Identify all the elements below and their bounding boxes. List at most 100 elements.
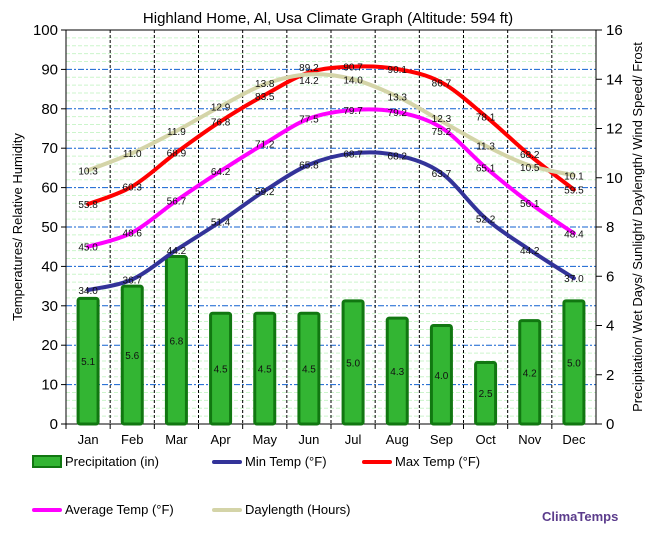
line-data-label: 64.2 bbox=[211, 167, 231, 178]
line-data-label: 13.3 bbox=[388, 92, 408, 103]
precipitation-bar bbox=[341, 299, 365, 426]
x-tick-label: Feb bbox=[121, 432, 143, 447]
x-tick-label: Dec bbox=[562, 432, 586, 447]
line-data-label: 56.7 bbox=[167, 197, 187, 208]
y2-tick-label: 12 bbox=[606, 121, 623, 138]
chart-title: Highland Home, Al, Usa Climate Graph (Al… bbox=[143, 10, 513, 27]
y-tick-label: 60 bbox=[41, 180, 58, 197]
legend-swatch bbox=[32, 507, 62, 512]
line-data-label: 71.2 bbox=[255, 139, 275, 150]
legend-label: Daylength (Hours) bbox=[245, 502, 351, 517]
line-data-label: 11.3 bbox=[476, 142, 495, 153]
line-data-label: 10.5 bbox=[520, 163, 540, 174]
line-data-label: 77.5 bbox=[299, 115, 319, 126]
line-data-label: 13.8 bbox=[255, 79, 275, 90]
y-tick-label: 100 bbox=[33, 22, 58, 39]
line-data-label: 34.0 bbox=[78, 286, 98, 297]
legend-item: Precipitation (in) bbox=[32, 454, 159, 469]
x-tick-label: May bbox=[252, 432, 277, 447]
precipitation-bar bbox=[385, 316, 409, 426]
precipitation-bar bbox=[562, 299, 586, 426]
line-data-label: 68.2 bbox=[388, 151, 408, 162]
bar-data-label: 5.0 bbox=[346, 358, 360, 369]
line-data-label: 12.9 bbox=[211, 102, 231, 113]
line-data-label: 51.4 bbox=[211, 217, 231, 228]
line-data-label: 10.3 bbox=[78, 166, 98, 177]
legend-item: Max Temp (°F) bbox=[362, 454, 480, 469]
brand-logo[interactable]: ClimaTemps bbox=[542, 509, 619, 524]
y2-tick-label: 2 bbox=[606, 367, 614, 384]
line-data-label: 90.1 bbox=[388, 65, 408, 76]
series-line bbox=[86, 107, 576, 249]
series-line bbox=[86, 64, 576, 207]
line-data-label: 12.3 bbox=[432, 114, 452, 125]
bar-data-label: 5.6 bbox=[125, 351, 139, 362]
y2-tick-label: 6 bbox=[606, 268, 614, 285]
line-data-label: 14.2 bbox=[299, 76, 319, 87]
line-data-label: 79.2 bbox=[388, 108, 408, 119]
line-data-label: 79.7 bbox=[343, 106, 363, 117]
line-data-label: 11.0 bbox=[123, 149, 142, 160]
line-data-label: 68.9 bbox=[167, 149, 187, 160]
precipitation-bar bbox=[474, 360, 498, 426]
line-data-label: 86.7 bbox=[432, 78, 452, 89]
bar-data-label: 4.5 bbox=[258, 365, 272, 376]
line-data-label: 52.2 bbox=[476, 214, 496, 225]
precipitation-bar bbox=[297, 311, 321, 426]
legend-swatch bbox=[362, 459, 392, 464]
line-data-label: 59.2 bbox=[255, 187, 275, 198]
x-tick-label: Apr bbox=[210, 432, 231, 447]
legend-label: Average Temp (°F) bbox=[65, 502, 174, 517]
x-tick-label: Sep bbox=[430, 432, 453, 447]
precipitation-bar bbox=[253, 311, 277, 426]
y-tick-label: 40 bbox=[41, 258, 58, 275]
line-data-label: 44.2 bbox=[520, 246, 540, 257]
line-data-label: 68.2 bbox=[520, 150, 540, 161]
line-data-label: 45.0 bbox=[78, 243, 98, 254]
line-data-label: 75.2 bbox=[432, 127, 452, 138]
line-data-label: 44.2 bbox=[167, 246, 187, 257]
line-data-label: 65.8 bbox=[299, 161, 319, 172]
bar-data-label: 4.5 bbox=[214, 365, 228, 376]
bar-data-label: 4.3 bbox=[390, 367, 404, 378]
line-data-label: 48.4 bbox=[564, 229, 584, 240]
y-tick-label: 80 bbox=[41, 101, 58, 118]
legend-swatch bbox=[32, 455, 62, 468]
x-tick-label: Aug bbox=[386, 432, 409, 447]
bar-data-label: 4.2 bbox=[523, 368, 537, 379]
line-data-label: 65.1 bbox=[476, 164, 496, 175]
y-tick-label: 90 bbox=[41, 61, 58, 78]
legend-label: Max Temp (°F) bbox=[395, 454, 481, 469]
y-tick-label: 30 bbox=[41, 298, 58, 315]
x-tick-label: Jun bbox=[298, 432, 319, 447]
legend-item: Min Temp (°F) bbox=[212, 454, 327, 469]
precipitation-bar bbox=[164, 255, 188, 426]
line-data-label: 10.1 bbox=[564, 171, 584, 182]
x-tick-label: Jan bbox=[78, 432, 99, 447]
line-data-label: 76.8 bbox=[211, 117, 231, 128]
x-tick-label: Oct bbox=[475, 432, 496, 447]
legend-label: Min Temp (°F) bbox=[245, 454, 327, 469]
y-tick-label: 0 bbox=[50, 416, 58, 433]
x-tick-label: Jul bbox=[345, 432, 362, 447]
precipitation-bar bbox=[76, 296, 100, 426]
precipitation-bar bbox=[429, 324, 453, 426]
legend-swatch bbox=[212, 459, 242, 464]
line-data-label: 78.1 bbox=[476, 112, 496, 123]
bar-data-label: 4.0 bbox=[434, 371, 448, 382]
y2-axis-label: Precipitation/ Wet Days/ Sunlight/ Dayle… bbox=[630, 42, 645, 412]
legend-label: Precipitation (in) bbox=[65, 454, 159, 469]
x-tick-label: Mar bbox=[165, 432, 188, 447]
legend-swatch bbox=[212, 507, 242, 512]
y2-tick-label: 0 bbox=[606, 416, 614, 433]
y-tick-label: 20 bbox=[41, 337, 58, 354]
y2-tick-label: 10 bbox=[606, 170, 623, 187]
line-data-label: 55.8 bbox=[78, 200, 98, 211]
line-data-label: 63.7 bbox=[432, 169, 452, 180]
line-data-label: 89.2 bbox=[299, 63, 319, 74]
y2-tick-label: 16 bbox=[606, 22, 623, 39]
bar-data-label: 2.5 bbox=[479, 389, 493, 400]
bar-data-label: 5.0 bbox=[567, 358, 581, 369]
